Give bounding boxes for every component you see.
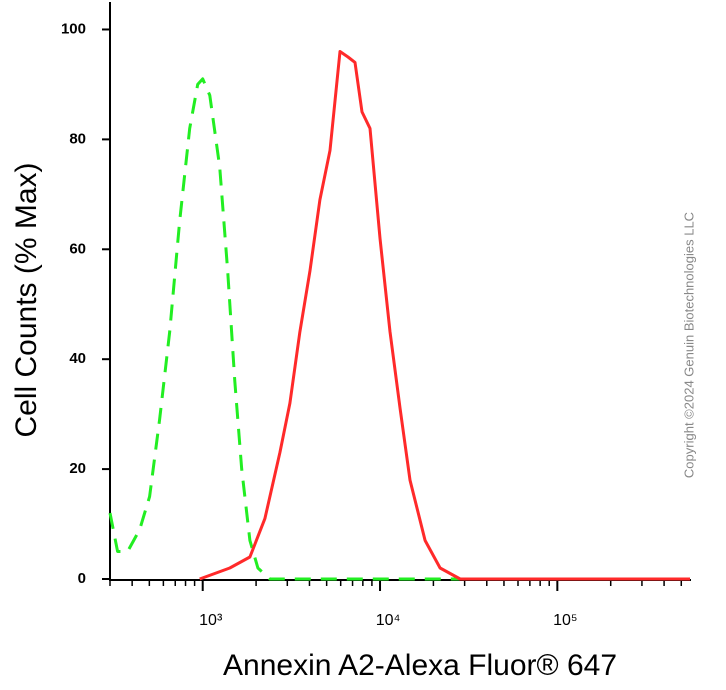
- y-tick-label: 100: [61, 20, 86, 37]
- y-tick-label: 20: [69, 460, 86, 477]
- y-tick-label: 40: [69, 350, 86, 367]
- x-axis-label: Annexin A2-Alexa Fluor® 647: [223, 649, 617, 682]
- y-tick-label: 80: [69, 130, 86, 147]
- histogram-line: [199, 50, 690, 581]
- histogram-line: [108, 77, 690, 581]
- x-tick-label: 10⁵: [553, 612, 577, 629]
- y-tick-label: 60: [69, 240, 86, 257]
- y-axis-label: Cell Counts (% Max): [10, 162, 43, 437]
- x-tick-label: 10⁴: [376, 612, 401, 629]
- copyright: Copyright ©2024 Genuin Biotechnologies L…: [681, 212, 696, 478]
- y-tick-label: 0: [78, 570, 86, 587]
- x-tick-label: 10³: [199, 612, 223, 629]
